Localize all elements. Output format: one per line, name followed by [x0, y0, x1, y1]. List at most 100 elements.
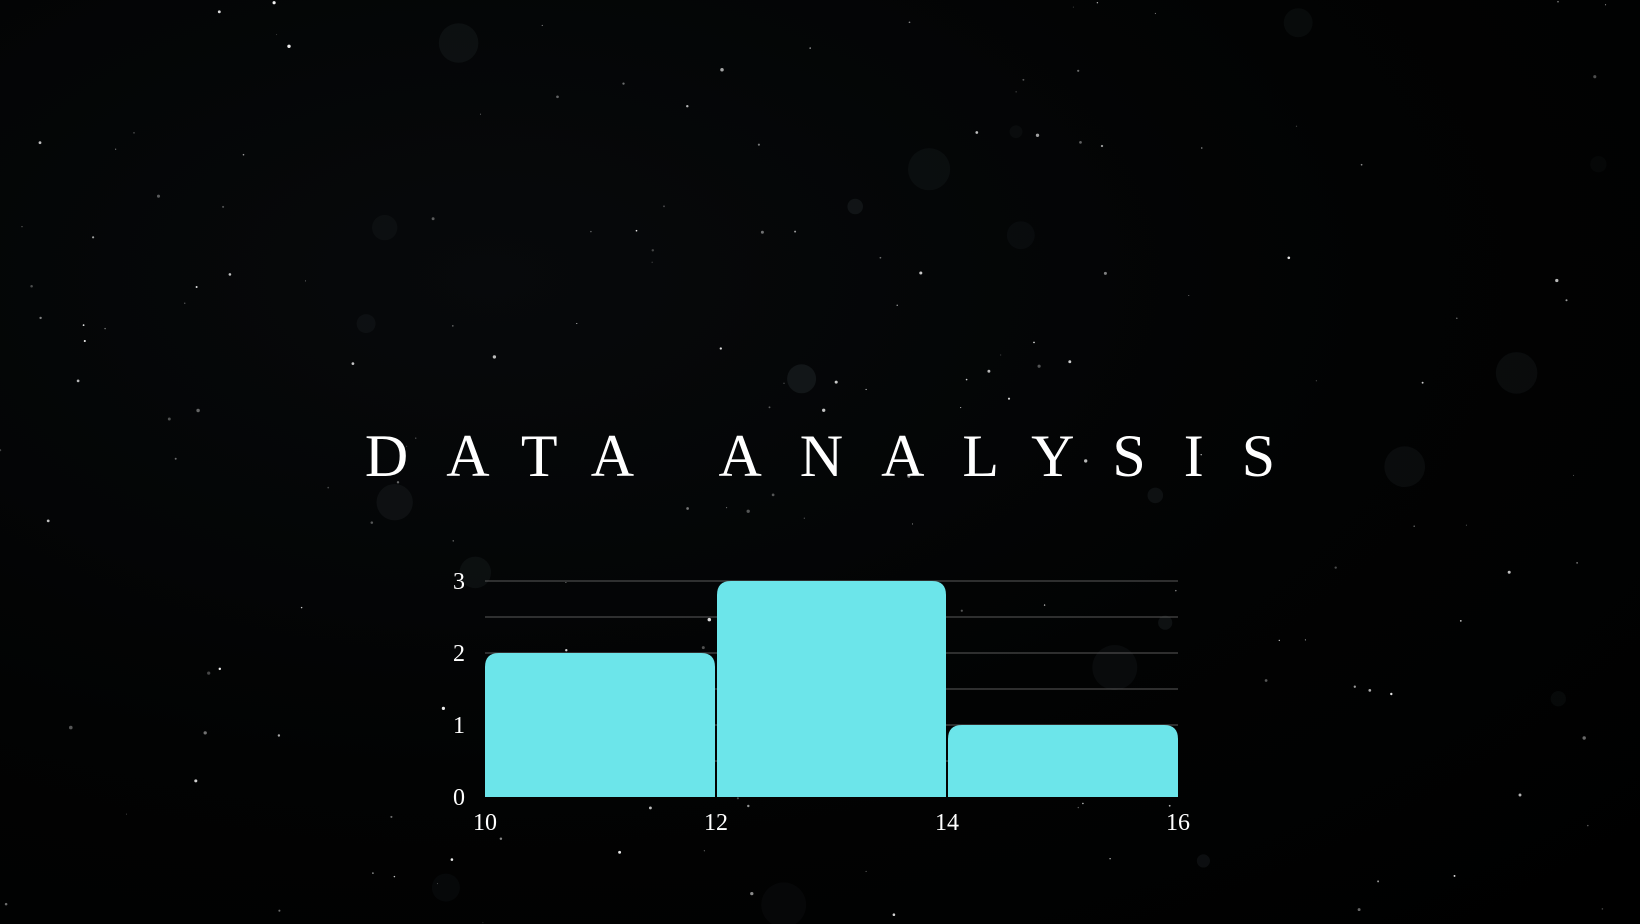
- star-dot: [707, 617, 712, 622]
- star-dot: [760, 230, 764, 234]
- star-dot: [1033, 341, 1035, 344]
- star-dot: [222, 205, 225, 208]
- star-dot: [1200, 453, 1202, 456]
- histogram-bars: [485, 581, 1178, 797]
- star-dot: [351, 362, 355, 365]
- star-dot: [1557, 0, 1559, 3]
- dust-blur: [1147, 487, 1164, 504]
- dust-blur: [1092, 645, 1138, 690]
- star-dot: [1601, 908, 1604, 910]
- star-dot: [83, 339, 86, 343]
- star-dot: [133, 132, 135, 134]
- star-dot: [278, 909, 281, 912]
- star-dot: [1357, 908, 1361, 912]
- star-dot: [218, 667, 222, 671]
- x-axis-ticks: 10 12 14 16: [473, 810, 1190, 836]
- dust-blur: [356, 314, 376, 334]
- star-dot: [167, 417, 171, 421]
- star-dot: [82, 324, 85, 326]
- star-dot: [1154, 12, 1156, 15]
- star-dot: [892, 913, 896, 916]
- star-dot: [686, 507, 689, 510]
- star-dot: [663, 205, 665, 208]
- star-dot: [919, 271, 923, 275]
- star-dot: [4, 902, 8, 906]
- dust-blur: [376, 484, 413, 521]
- dust-blur: [1006, 221, 1035, 250]
- histogram-bar: [485, 653, 715, 797]
- star-dot: [415, 437, 417, 439]
- star-dot: [911, 523, 914, 525]
- dust-blur: [1196, 854, 1210, 868]
- star-dot: [1304, 639, 1306, 641]
- star-dot: [768, 406, 771, 409]
- star-dot: [809, 47, 811, 49]
- star-dot: [746, 509, 750, 513]
- star-dot: [750, 891, 754, 896]
- star-dot: [228, 273, 232, 276]
- star-dot: [1015, 91, 1017, 93]
- dust-blur: [372, 214, 398, 241]
- star-dot: [406, 445, 408, 447]
- star-dot: [1587, 824, 1589, 827]
- star-dot: [1201, 147, 1203, 149]
- dust-blur: [908, 148, 951, 191]
- star-dot: [701, 646, 705, 650]
- y-tick-label: 0: [453, 785, 465, 811]
- star-dot: [960, 609, 963, 612]
- star-dot: [908, 21, 911, 24]
- star-dot: [217, 10, 221, 14]
- star-dot: [1453, 874, 1456, 877]
- star-dot: [39, 316, 42, 320]
- star-dot: [276, 34, 278, 36]
- dust-blur: [1009, 125, 1023, 139]
- star-dot: [834, 380, 838, 384]
- star-dot: [1573, 474, 1575, 476]
- x-tick-label: 10: [473, 810, 497, 836]
- star-dot: [300, 606, 303, 609]
- star-dot: [1043, 604, 1046, 606]
- star-dot: [1565, 299, 1568, 302]
- star-dot: [1465, 524, 1467, 526]
- star-dot: [537, 471, 539, 473]
- star-dot: [590, 230, 592, 233]
- star-dot: [1084, 459, 1088, 463]
- star-dot: [865, 870, 867, 872]
- star-dot: [1100, 144, 1104, 148]
- star-dot: [194, 779, 198, 783]
- star-dot: [1459, 620, 1462, 622]
- star-dot: [794, 230, 797, 233]
- star-dot: [1315, 380, 1317, 382]
- star-dot: [441, 706, 445, 711]
- star-dot: [1576, 562, 1578, 564]
- star-dot: [822, 408, 826, 412]
- dust-blur: [1283, 8, 1313, 38]
- star-dot: [1295, 125, 1298, 127]
- star-dot: [370, 521, 374, 524]
- histogram-bar: [717, 581, 946, 797]
- star-dot: [46, 519, 50, 523]
- star-dot: [1072, 6, 1074, 8]
- star-dot: [0, 449, 2, 452]
- star-dot: [436, 883, 438, 885]
- star-dot: [1507, 570, 1511, 574]
- star-dot: [38, 141, 42, 145]
- star-dot: [541, 24, 543, 26]
- star-dot: [1377, 880, 1380, 883]
- star-dot: [242, 153, 245, 156]
- star-dot: [327, 486, 330, 489]
- star-dot: [1390, 692, 1393, 696]
- dust-blur: [431, 873, 460, 902]
- star-dot: [879, 256, 882, 259]
- star-dot: [907, 474, 911, 478]
- dust-blur: [1495, 352, 1538, 394]
- star-dot: [1168, 804, 1171, 807]
- star-dot: [576, 322, 578, 325]
- histogram-bar: [948, 725, 1178, 797]
- star-dot: [115, 148, 117, 150]
- dust-blur: [1158, 615, 1173, 630]
- star-dot: [452, 540, 454, 542]
- star-dot: [1000, 354, 1002, 356]
- star-dot: [195, 286, 198, 288]
